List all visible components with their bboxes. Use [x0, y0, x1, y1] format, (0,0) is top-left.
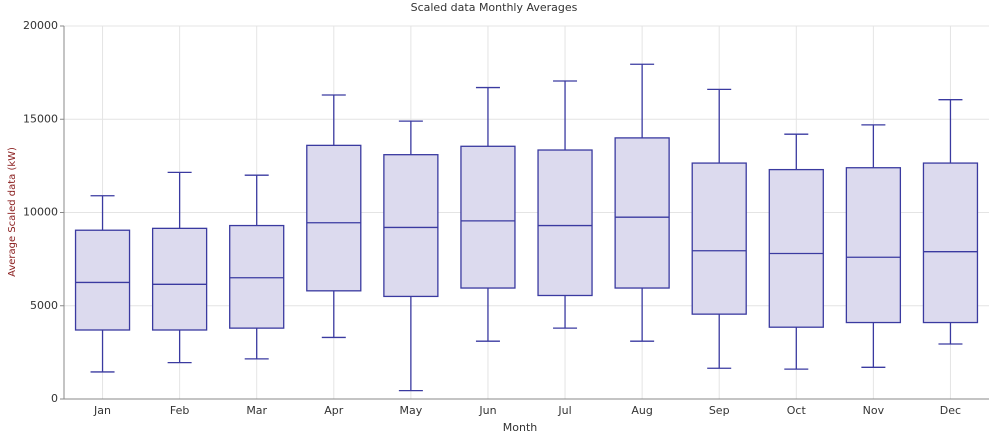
x-tick-label: Feb	[170, 404, 189, 417]
y-axis-label: Average Scaled data (kW)	[7, 147, 18, 277]
y-tick-label: 0	[51, 392, 58, 405]
x-tick-label: Jan	[93, 404, 111, 417]
y-tick-label: 20000	[23, 19, 58, 32]
box	[74, 229, 131, 331]
box	[691, 162, 747, 315]
box	[845, 167, 902, 324]
x-tick-label: Apr	[324, 404, 344, 417]
box	[768, 168, 824, 328]
x-tick-label: Jul	[557, 404, 571, 417]
box	[151, 227, 208, 331]
x-tick-label: Mar	[246, 404, 267, 417]
box	[383, 154, 439, 298]
x-tick-label: May	[400, 404, 423, 417]
x-tick-label: Jun	[478, 404, 496, 417]
box	[306, 144, 362, 292]
chart-title: Scaled data Monthly Averages	[411, 1, 578, 14]
x-tick-label: Aug	[631, 404, 652, 417]
y-tick-label: 5000	[30, 299, 58, 312]
x-tick-label: Sep	[709, 404, 730, 417]
x-tick-label: Dec	[940, 404, 961, 417]
box	[614, 137, 670, 289]
y-tick-label: 10000	[23, 206, 58, 219]
x-tick-label: Oct	[787, 404, 807, 417]
box	[229, 224, 285, 329]
box	[537, 149, 593, 297]
x-tick-label: Nov	[863, 404, 885, 417]
y-tick-label: 15000	[23, 112, 58, 125]
box	[922, 162, 979, 324]
x-axis-label: Month	[503, 421, 538, 434]
box	[460, 145, 516, 289]
